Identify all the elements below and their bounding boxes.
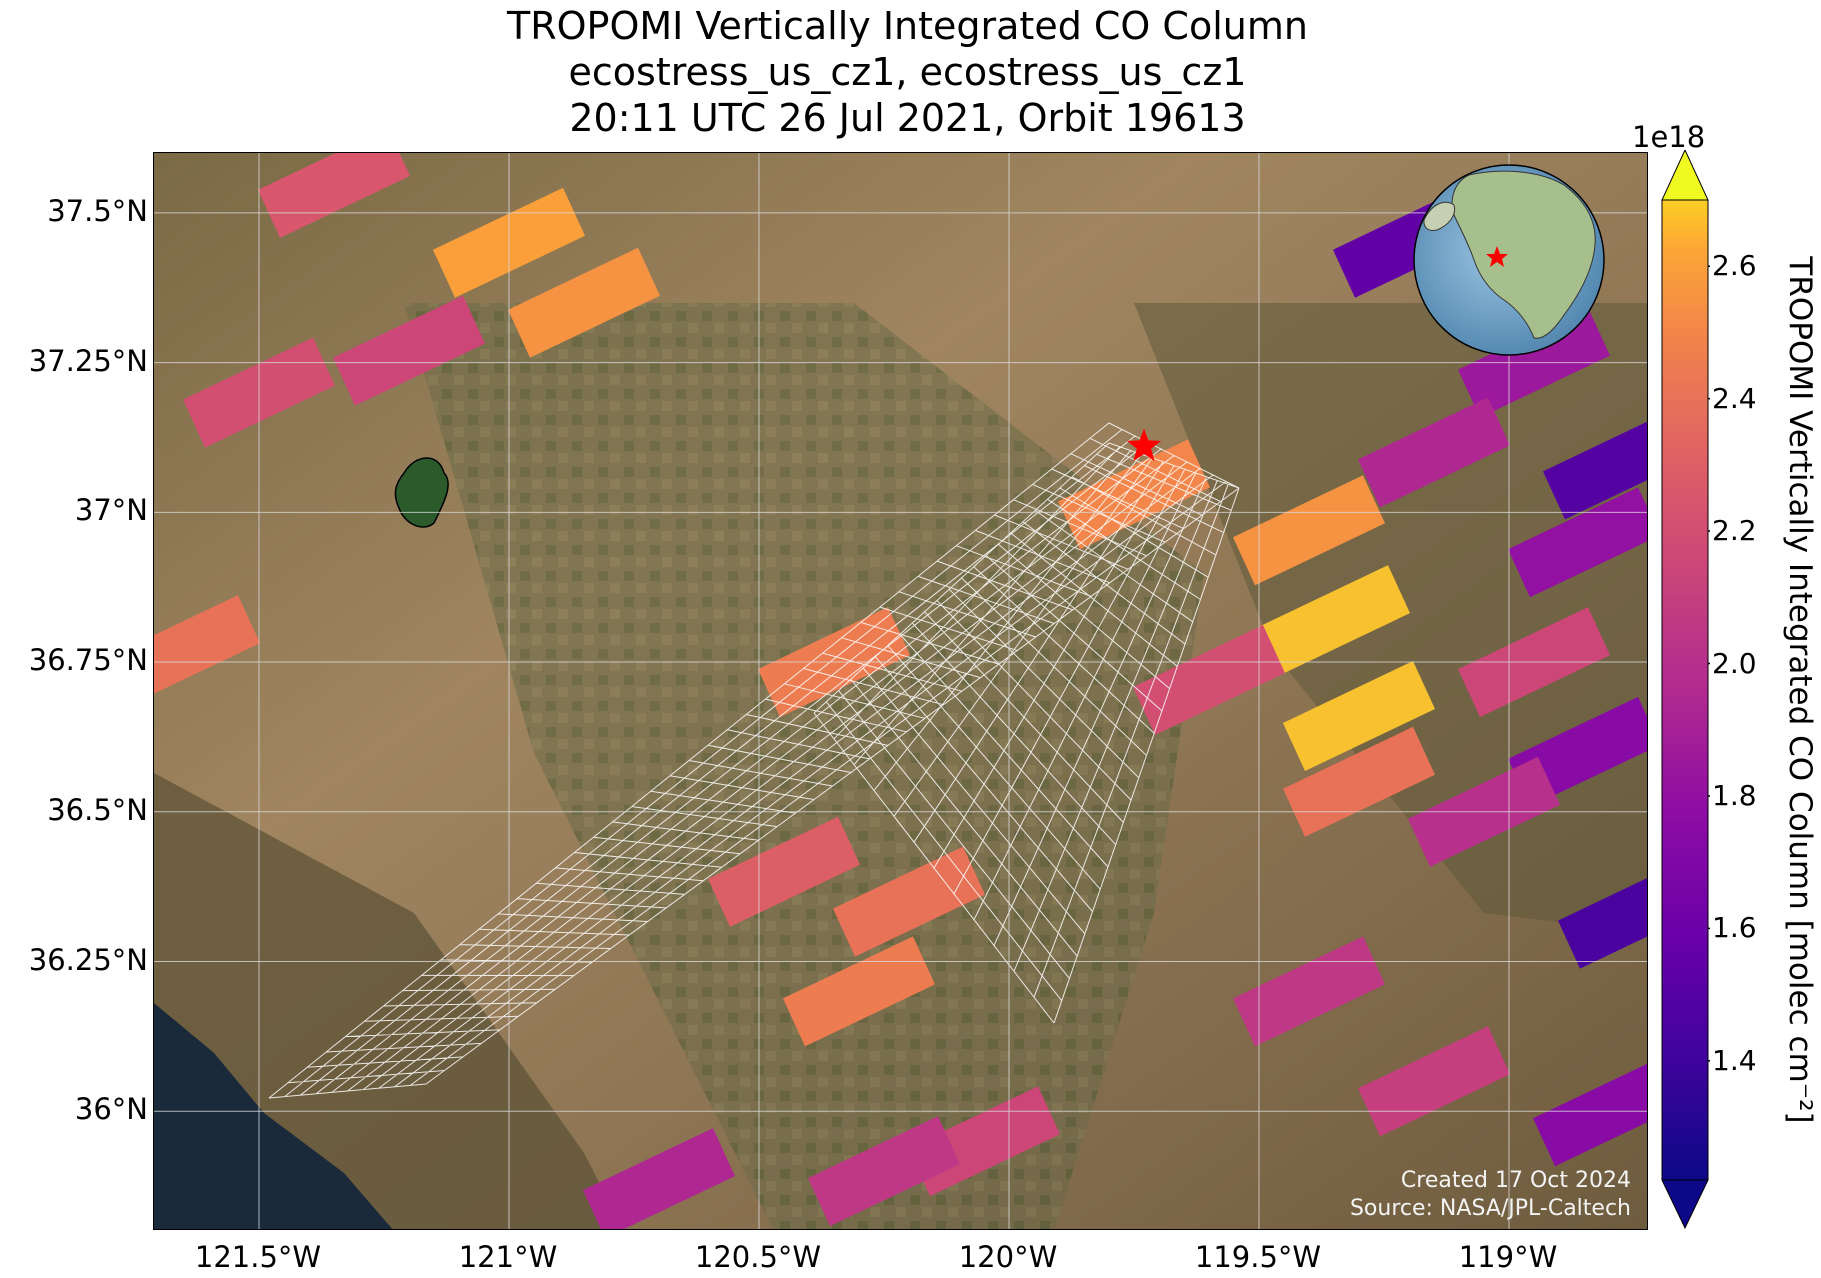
longitude-tick-label: 120.5°W (694, 1240, 822, 1274)
colorbar (1661, 150, 1710, 1230)
colorbar-tick-label: 2.0 (1712, 646, 1757, 680)
co-pixel (333, 295, 485, 406)
latitude-tick-label: 36°N (74, 1092, 148, 1127)
created-date-credit: Created 17 Oct 2024 (1400, 1168, 1631, 1193)
pacific-ocean (154, 1003, 393, 1229)
co-pixel (833, 846, 985, 957)
latitude-tick-label: 36.25°N (28, 942, 148, 977)
north-america-landmass (1451, 170, 1596, 339)
co-pixel (583, 1128, 735, 1229)
longitude-tick-label: 119°W (1458, 1240, 1558, 1274)
map-title-line-1: TROPOMI Vertically Integrated CO Column (507, 4, 1308, 48)
colorbar-exponent: 1e18 (1632, 120, 1706, 154)
colorbar-extend-max (1661, 150, 1709, 201)
map-title-line-2: ecostress_us_cz1, ecostress_us_cz1 (568, 50, 1247, 94)
co-pixel (1533, 1063, 1647, 1167)
reservoir-lake (394, 457, 449, 528)
colorbar-tick-label: 1.8 (1712, 778, 1757, 812)
map-canvas[interactable] (154, 153, 1648, 1230)
co-pixel (1233, 936, 1385, 1047)
co-pixel (808, 1116, 960, 1227)
longitude-tick-label: 120°W (958, 1240, 1058, 1274)
colorbar-tick-marks (1708, 265, 1710, 1062)
latitude-tick-label: 37.5°N (47, 193, 148, 228)
star-icon (1126, 428, 1162, 461)
latitude-tick-label: 36.75°N (28, 643, 148, 678)
co-pixel (1283, 726, 1435, 837)
longitude-tick-label: 119.5°W (1194, 1240, 1322, 1274)
co-pixel (1543, 421, 1647, 520)
co-pixel (1133, 625, 1285, 735)
colorbar-tick-label: 1.4 (1712, 1043, 1757, 1077)
ecostress-grid-mesh (268, 422, 1240, 1099)
co-pixel (258, 153, 410, 238)
co-pixel (1283, 661, 1435, 771)
co-pixel (1558, 878, 1647, 969)
colorbar-tick-label: 1.6 (1712, 911, 1757, 945)
alaska-landmass (1423, 201, 1456, 231)
map-title-line-3: 20:11 UTC 26 Jul 2021, Orbit 19613 (569, 96, 1246, 140)
target-marker[interactable] (1126, 428, 1162, 462)
colorbar-label: TROPOMI Vertically Integrated CO Column … (1782, 256, 1818, 1124)
latitude-tick-label: 37.25°N (28, 343, 148, 378)
colorbar-tick-label: 2.4 (1712, 381, 1757, 415)
inset-globe (1413, 164, 1605, 356)
longitude-tick-label: 121°W (458, 1240, 558, 1274)
longitude-tick-label: 121.5°W (194, 1240, 322, 1274)
star-icon (1486, 246, 1508, 267)
co-pixel (1233, 475, 1385, 586)
co-pixel (783, 936, 935, 1047)
co-pixel (708, 816, 860, 927)
co-pixel (508, 247, 660, 358)
latitude-tick-label: 36.5°N (47, 792, 148, 827)
co-pixel (1358, 1026, 1510, 1137)
ecostress-swath-grid (268, 422, 1240, 1099)
source-credit: Source: NASA/JPL-Caltech (1349, 1196, 1631, 1221)
co-pixel (1258, 565, 1410, 676)
latitude-tick-label: 37°N (74, 493, 148, 528)
co-pixel (154, 595, 260, 694)
coast-range-terrain (154, 773, 623, 1229)
co-pixel-layer (154, 153, 1647, 1229)
colorbar-tick-label: 2.2 (1712, 514, 1757, 548)
colorbar-gradient (1661, 199, 1709, 1181)
central-valley-farmland (404, 303, 1204, 1229)
colorbar-tick-label: 2.6 (1712, 249, 1757, 283)
map-panel[interactable] (153, 152, 1648, 1230)
colorbar-extend-min (1661, 1179, 1709, 1230)
co-pixel (1358, 397, 1510, 508)
co-pixel (1508, 487, 1647, 598)
co-pixel (1058, 439, 1210, 550)
